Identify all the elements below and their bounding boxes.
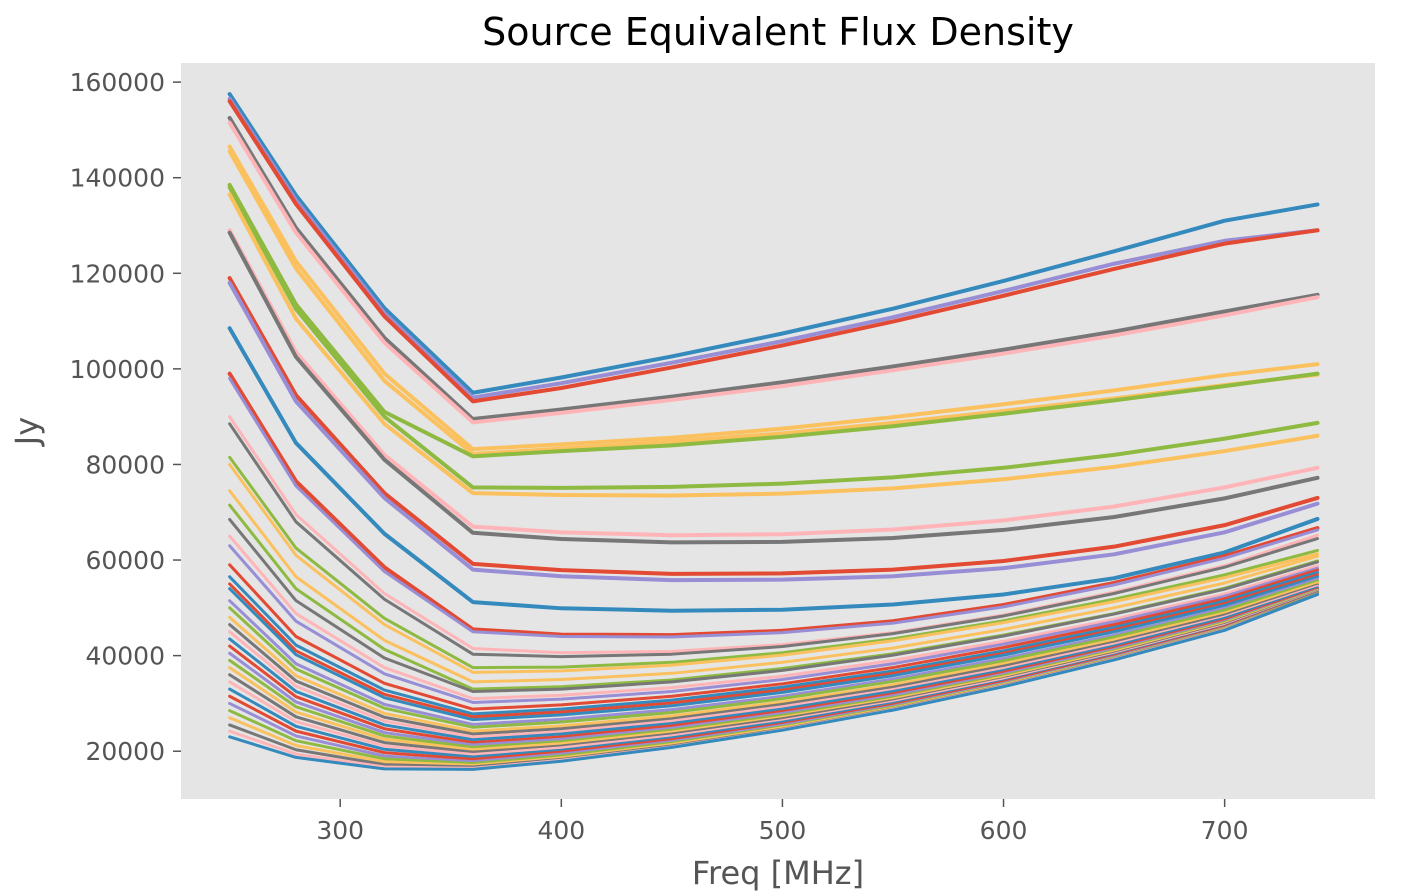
series-line — [227, 185, 1320, 490]
series-line — [228, 422, 1320, 659]
series-line — [227, 371, 1320, 638]
series-line — [228, 544, 1320, 704]
series-line — [228, 583, 1320, 736]
x-axis-label: Freq [MHz] — [692, 854, 864, 892]
series-line — [227, 144, 1320, 452]
series-line — [227, 115, 1320, 422]
series-line — [228, 570, 1320, 716]
series-line — [228, 563, 1320, 711]
series-line — [228, 579, 1320, 729]
y-tick-label: 140000 — [70, 164, 165, 193]
series-line — [228, 592, 1320, 771]
series-line — [227, 276, 1320, 576]
series-line — [227, 228, 1320, 538]
series-line — [227, 182, 1320, 459]
y-tick-label: 100000 — [70, 355, 165, 384]
series-line — [228, 534, 1320, 701]
series-line — [228, 584, 1320, 739]
x-axis: 300 400 500 600 700 — [316, 799, 1249, 845]
y-tick-label: 160000 — [70, 68, 165, 97]
series-line — [228, 586, 1320, 742]
chart-title: Source Equivalent Flux Density — [482, 10, 1074, 54]
series-line — [227, 326, 1320, 613]
y-tick-label: 80000 — [85, 450, 165, 479]
series-line — [228, 577, 1320, 726]
y-tick-label: 60000 — [85, 546, 165, 575]
series-line — [227, 92, 1320, 395]
series-line — [228, 573, 1320, 719]
series-line — [227, 96, 1320, 400]
y-tick-label: 40000 — [85, 642, 165, 671]
series-line — [228, 581, 1320, 733]
y-axis-label: Jy — [8, 417, 46, 447]
series-line — [227, 99, 1320, 404]
y-axis: 20000 40000 60000 80000 100000 120000 140000 16… — [70, 68, 181, 766]
series-line — [228, 455, 1320, 670]
series-line — [227, 120, 1320, 425]
series-line — [227, 280, 1320, 583]
y-tick-label: 120000 — [70, 259, 165, 288]
x-tick-label: 500 — [759, 816, 807, 845]
series-line — [228, 489, 1320, 684]
x-tick-label: 700 — [1201, 816, 1249, 845]
series-line — [227, 192, 1320, 498]
x-tick-label: 300 — [316, 816, 364, 845]
x-tick-label: 400 — [537, 816, 585, 845]
series-line — [228, 462, 1320, 674]
series-line — [228, 575, 1320, 722]
y-tick-label: 20000 — [85, 737, 165, 766]
series-line — [228, 376, 1320, 639]
series-line — [227, 230, 1320, 545]
x-tick-label: 600 — [980, 816, 1028, 845]
series-line — [228, 517, 1320, 693]
series-layer — [227, 92, 1320, 771]
